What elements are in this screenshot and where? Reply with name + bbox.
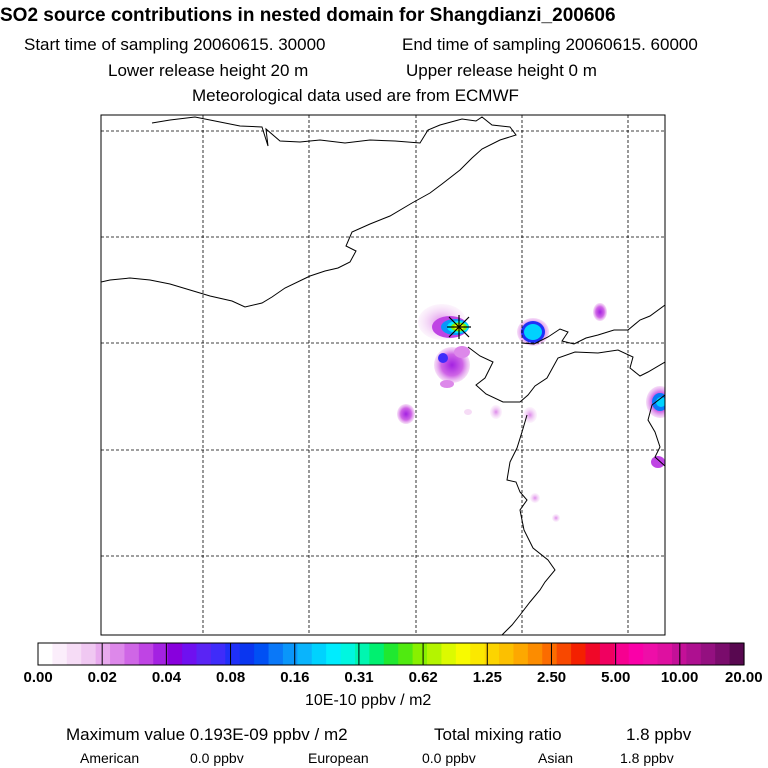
colorbar-segment <box>81 643 97 665</box>
colorbar-segment <box>441 643 457 665</box>
start-time-label: Start time of sampling 20060615. 30000 <box>24 35 326 54</box>
colorbar-segment <box>700 643 716 665</box>
upper-release-height: Upper release height 0 m <box>406 61 597 80</box>
colorbar-segment <box>427 643 443 665</box>
colorbar-segment <box>95 643 111 665</box>
colorbar-segment <box>470 643 486 665</box>
colorbar-tick-label: 5.00 <box>601 669 631 686</box>
colorbar-segment <box>311 643 327 665</box>
total-mixing-ratio-value: 1.8 ppbv <box>626 725 692 744</box>
colorbar-segment <box>38 643 54 665</box>
colorbar-segment <box>556 643 572 665</box>
colorbar-tick-label: 10.00 <box>660 669 699 686</box>
colorbar-tick-label: 0.62 <box>408 669 438 686</box>
asian-value: 1.8 ppbv <box>620 750 674 766</box>
end-time-label: End time of sampling 20060615. 60000 <box>402 35 698 54</box>
plot-title: SO2 source contributions in nested domai… <box>0 5 616 26</box>
european-label: European <box>308 750 369 766</box>
lat-lon-grid <box>101 115 665 635</box>
colorbar-tick-label: 0.16 <box>280 669 310 686</box>
colorbar-segment <box>326 643 342 665</box>
colorbar-segment <box>282 643 298 665</box>
colorbar-segment <box>412 643 428 665</box>
colorbar-segment <box>340 643 356 665</box>
plume-spot <box>440 380 454 388</box>
colorbar-segment <box>297 643 313 665</box>
colorbar-segment <box>484 643 500 665</box>
colorbar-segment <box>599 643 615 665</box>
colorbar-segment <box>643 643 659 665</box>
plume-spot <box>490 405 502 419</box>
colorbar-segment <box>585 643 601 665</box>
colorbar-tick-label: 0.08 <box>216 669 246 686</box>
colorbar-segment <box>153 643 169 665</box>
colorbar-segment <box>383 643 399 665</box>
colorbar-segment <box>715 643 731 665</box>
map-frame <box>100 114 666 636</box>
colorbar-segment <box>196 643 212 665</box>
colorbar-segment <box>225 643 241 665</box>
colorbar-segment <box>657 643 673 665</box>
american-label: American <box>80 750 140 766</box>
lower-release-height: Lower release height 20 m <box>108 61 309 80</box>
colorbar-segment <box>167 643 183 665</box>
meteorological-source: Meteorological data used are from ECMWF <box>192 86 519 105</box>
colorbar-segment <box>110 643 126 665</box>
colorbar-segment <box>499 643 515 665</box>
colorbar-tick-label: 0.31 <box>344 669 374 686</box>
colorbar-segment <box>542 643 558 665</box>
european-value: 0.0 ppbv <box>422 750 476 766</box>
plume-south <box>434 346 470 383</box>
colorbar-segment <box>398 643 414 665</box>
colorbar-unit: 10E-10 ppbv / m2 <box>305 692 432 709</box>
colorbar-tick-label: 0.04 <box>151 669 182 686</box>
colorbar-segment <box>268 643 284 665</box>
colorbar-segment <box>369 643 385 665</box>
colorbar-segment <box>628 643 644 665</box>
colorbar-tick-label: 1.25 <box>472 669 502 686</box>
colorbar-segment <box>354 643 370 665</box>
colorbar-segment <box>138 643 154 665</box>
plume-spot <box>530 493 540 503</box>
asian-label: Asian <box>538 750 574 766</box>
plume-spot <box>523 407 537 423</box>
receptor-marker-icon <box>447 315 471 339</box>
plume-spot <box>593 303 607 321</box>
maximum-value: Maximum value 0.193E-09 ppbv / m2 <box>66 725 348 744</box>
plume-spot <box>464 409 472 415</box>
colorbar-segment <box>686 643 702 665</box>
colorbar-segment <box>239 643 255 665</box>
colorbar-tick-label: 0.00 <box>23 669 53 686</box>
american-value: 0.0 ppbv <box>190 750 244 766</box>
colorbar-tick-label: 0.02 <box>87 669 117 686</box>
colorbar-segment <box>124 643 140 665</box>
colorbar-segment <box>52 643 68 665</box>
colorbar-segment <box>210 643 226 665</box>
colorbar-segment <box>527 643 543 665</box>
colorbar-segment <box>182 643 198 665</box>
plume-spot <box>397 404 415 424</box>
colorbar-tick-label: 2.50 <box>536 669 567 686</box>
colorbar-segment <box>66 643 82 665</box>
plume-east <box>517 318 549 346</box>
colorbar-tick-label: 20.00 <box>725 669 763 686</box>
total-mixing-ratio-label: Total mixing ratio <box>434 725 562 744</box>
colorbar-segment <box>614 643 630 665</box>
colorbar-segment <box>455 643 471 665</box>
coastline-borders <box>101 116 665 635</box>
colorbar-segment <box>513 643 529 665</box>
colorbar-segment <box>254 643 270 665</box>
plume-spot <box>552 514 560 522</box>
colorbar-segment <box>571 643 587 665</box>
colorbar-segment <box>729 643 745 665</box>
